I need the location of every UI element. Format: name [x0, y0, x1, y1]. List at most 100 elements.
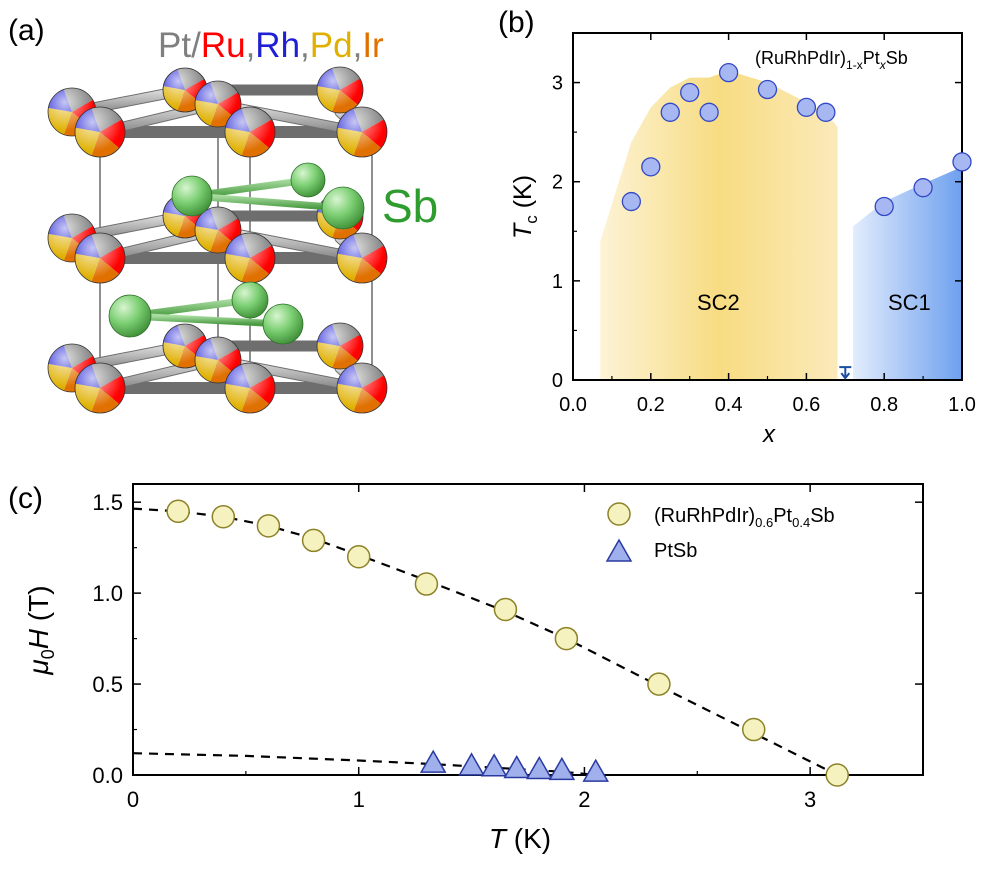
metal-atom [316, 322, 364, 370]
c-point-alloy [166, 499, 190, 524]
c-xlabel-main: T [489, 823, 508, 854]
crystal-lattice [47, 66, 388, 414]
b-ytick-label: 0 [552, 370, 563, 392]
metal-atom [224, 232, 276, 284]
b-ylabel: Tc (K) [509, 175, 541, 239]
b-ylabel-unit: (K) [509, 175, 537, 215]
c-legend: (RuRhPdIr)0.6Pt0.4Sb PtSb [605, 502, 835, 562]
legend-label-ptsb: PtSb [654, 540, 697, 562]
sb-atom [262, 303, 304, 345]
metal-atom [194, 336, 242, 384]
c-point-ptsb [582, 758, 610, 782]
formula-sub1: 1-x [846, 58, 863, 72]
c-ylabel: μ0H (T) [23, 585, 58, 675]
c-ticks: 0 1 2 3 0.0 0.5 1.0 1.5 [92, 484, 923, 812]
region-sc1 [853, 166, 962, 380]
legend-sep: / [191, 26, 201, 65]
c-point-alloy [493, 597, 518, 622]
c-point-alloy [256, 514, 281, 538]
c-ytick-label: 0.0 [92, 763, 123, 788]
b-tc-point [680, 82, 700, 103]
b-tc-point [874, 196, 894, 217]
formula-sub2: x [879, 58, 887, 72]
legend-alloy-main: (RuRhPdIr) [654, 505, 755, 527]
b-xtick-label: 0.6 [792, 394, 820, 416]
b-xtick-label: 0.8 [870, 394, 898, 416]
metal-atom [47, 87, 97, 137]
metal-atom [336, 106, 388, 158]
sb-bond [129, 312, 284, 328]
sb-atom [171, 175, 213, 217]
c-point-alloy [346, 545, 371, 569]
b-ylabel-sub: c [522, 215, 541, 224]
legend-label-alloy: (RuRhPdIr)0.6Pt0.4Sb [654, 505, 835, 530]
sb-atom [321, 186, 365, 230]
formula-end: Sb [886, 48, 908, 68]
c-point-alloy [825, 763, 849, 787]
c-ylabel-unit: (T) [23, 585, 54, 629]
b-formula-title: (RuRhPdIr)1-xPtxSb [755, 48, 908, 72]
sb-atom [231, 281, 269, 319]
c-xtick-label: 1 [353, 787, 365, 812]
region-label-sc1: SC1 [888, 290, 931, 315]
legend-pd: Pd [310, 26, 353, 65]
b-tc-point [718, 63, 739, 83]
c-xtick-label: 3 [804, 787, 816, 812]
b-tc-point [757, 79, 778, 100]
c-ylabel-main: H [23, 628, 54, 649]
c-xlabel-unit: (K) [506, 823, 551, 854]
legend-alloy-sub1: 0.6 [755, 515, 773, 530]
formula-main: (RuRhPdIr) [755, 48, 846, 68]
region-sc2 [600, 70, 838, 380]
c-ytick-label: 0.5 [92, 672, 123, 697]
legend-sep: , [300, 26, 310, 65]
b-tc-point [796, 97, 817, 118]
legend-rh: Rh [255, 26, 300, 65]
region-label-sc2: SC2 [697, 290, 740, 315]
metal-atom [74, 106, 126, 158]
c-xtick-label: 2 [578, 787, 590, 812]
b-tc-point [952, 152, 972, 172]
b-tc-point [699, 102, 719, 122]
legend-pt: Pt [158, 26, 191, 65]
legend-alloy-mid: Pt [773, 505, 792, 527]
b-ytick-label: 2 [552, 172, 563, 194]
metal-atom [336, 232, 388, 284]
b-tc-point [621, 191, 641, 212]
b-tc-point [641, 157, 661, 177]
panel-a-label: (a) [8, 14, 45, 47]
c-xtick-label: 0 [127, 787, 139, 812]
b-xtick-label: 0.2 [637, 394, 665, 416]
b-ylabel-main: T [509, 222, 537, 239]
c-point-alloy [211, 504, 236, 529]
c-point-alloy [414, 572, 439, 596]
metal-atom [316, 66, 364, 114]
b-ticks: 0.0 0.2 0.4 0.6 0.8 1.0 0 1 2 3 [552, 33, 976, 416]
c-point-alloy [647, 672, 671, 696]
c-xlabel: T (K) [489, 823, 551, 854]
panel-c-critical-field: (c) 0 1 2 3 0.0 0.5 1.0 1.5 (RuRhPdIr)0.6Pt0.4S… [8, 482, 924, 854]
metal-atom [74, 232, 126, 284]
panel-b-label: (b) [498, 6, 535, 39]
legend-ir: Ir [362, 26, 384, 65]
c-point-alloy [741, 717, 766, 742]
b-ytick-label: 3 [552, 73, 563, 95]
metal-atom [336, 362, 388, 414]
formula-mid: Pt [863, 48, 880, 68]
c-ylabel-sub: 0 [38, 649, 58, 659]
legend-alloy-end: Sb [810, 505, 834, 527]
sb-atom [108, 294, 152, 338]
b-xtick-label: 0.4 [715, 394, 743, 416]
c-points [166, 499, 849, 787]
c-fit-lines [132, 507, 838, 777]
legend-marker-ptsb [605, 538, 633, 562]
metal-atom [224, 362, 276, 414]
c-fit-line-0 [132, 507, 838, 776]
b-xlabel: x [762, 421, 776, 448]
metal-atom [194, 206, 242, 254]
panel-c-label: (c) [8, 482, 43, 515]
c-point-ptsb [480, 753, 508, 777]
c-point-ptsb [419, 749, 447, 773]
b-tc-point [913, 178, 933, 198]
